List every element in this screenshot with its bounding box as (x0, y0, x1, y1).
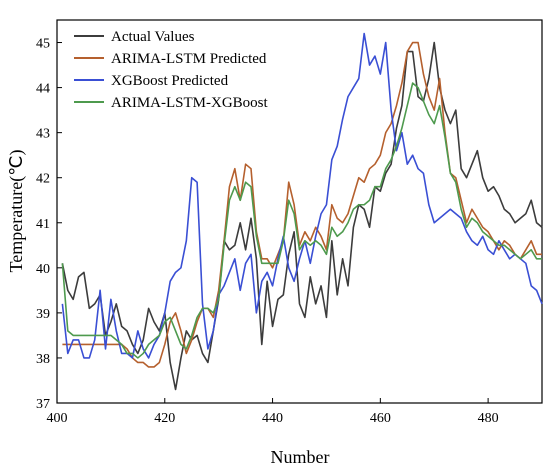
legend-label-4: ARIMA-LSTM-XGBoost (111, 95, 269, 111)
x-tick-label: 440 (262, 411, 283, 426)
series-line-2 (62, 41, 542, 368)
y-tick-label: 40 (36, 262, 50, 277)
x-tick-label: 460 (370, 411, 391, 426)
plot-frame (56, 19, 543, 404)
x-tick-label: 480 (478, 411, 499, 426)
y-tick-label: 45 (36, 37, 50, 52)
series-line-4 (61, 82, 542, 359)
series-group (61, 32, 543, 391)
legend-label-3: XGBoost Predicted (111, 73, 229, 89)
y-tick-label: 43 (36, 127, 50, 142)
series-line-3 (61, 32, 543, 359)
x-ticks: 400 420 440 460 480 (47, 398, 499, 426)
y-tick-label: 39 (36, 307, 50, 322)
legend: Actual Values ARIMA-LSTM Predicted XGBoost… (74, 29, 269, 111)
legend-label-1: Actual Values (111, 29, 195, 45)
legend-label-2: ARIMA-LSTM Predicted (111, 51, 267, 67)
y-tick-label: 42 (36, 172, 50, 187)
x-tick-label: 400 (47, 411, 68, 426)
series-line-1 (61, 41, 543, 391)
x-axis-title: Number (271, 447, 330, 467)
y-ticks: 37 38 39 40 41 42 43 44 45 (36, 37, 62, 412)
y-tick-label: 44 (36, 82, 50, 97)
y-tick-label: 41 (36, 217, 50, 232)
y-axis-title: Temperature(℃) (6, 150, 27, 273)
y-tick-label: 37 (36, 397, 50, 412)
x-tick-label: 420 (154, 411, 175, 426)
y-tick-label: 38 (36, 352, 50, 367)
